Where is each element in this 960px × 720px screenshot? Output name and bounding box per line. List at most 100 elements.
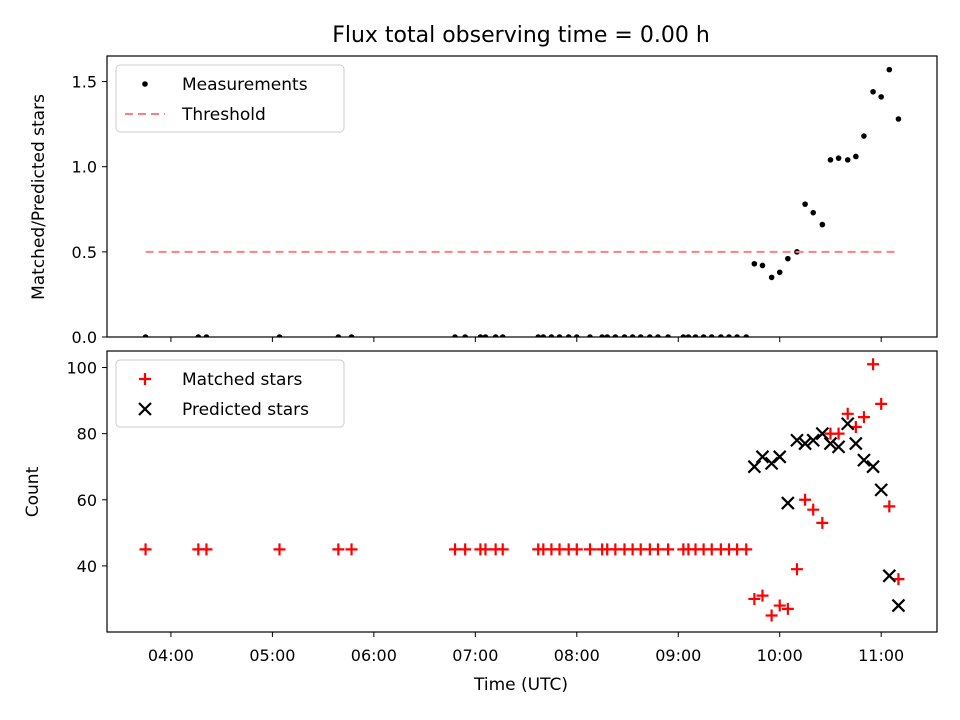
- matched-stars-point: [449, 543, 462, 556]
- plot-layer: 0.0 0.5 1.0 1.5 Measurements Threshold 04:00 05…: [66, 55, 938, 665]
- legend-measurements-swatch: [142, 81, 148, 87]
- top-marks: [142, 66, 902, 337]
- measurements-point: [878, 94, 884, 100]
- predicted-stars-point: [882, 569, 897, 583]
- predicted-stars-point: [790, 433, 804, 448]
- measurements-point: [647, 334, 653, 337]
- matched-stars-point: [651, 543, 664, 556]
- predicted-stars-point: [798, 436, 812, 451]
- measurements-point: [751, 260, 758, 267]
- top-plot-frame: [106, 55, 938, 338]
- top-legend: Measurements Threshold: [115, 64, 345, 133]
- measurements-point: [540, 334, 547, 337]
- x-tick-label: 11:00: [858, 646, 904, 665]
- measurements-point: [692, 334, 699, 337]
- legend-label: Measurements: [182, 75, 308, 95]
- matched-stars-point: [781, 602, 794, 615]
- x-tick-label: 09:00: [655, 646, 701, 665]
- measurements-point: [718, 334, 724, 337]
- measurements-point: [819, 221, 826, 228]
- measurements-point: [665, 334, 671, 337]
- matched-stars-point: [273, 543, 286, 556]
- measurements-point: [195, 334, 202, 337]
- measurements-point: [621, 334, 628, 337]
- predicted-stars-point: [891, 598, 906, 613]
- matched-stars-point: [807, 503, 820, 516]
- measurements-point: [587, 334, 593, 337]
- x-tick-label: 07:00: [452, 646, 498, 665]
- bottom-y-axis-label: Count: [23, 466, 43, 517]
- legend-matched-swatch: [139, 373, 151, 385]
- bottom-y-tick-label: 100: [66, 359, 97, 378]
- measurements-point: [680, 334, 687, 337]
- measurements-point: [629, 334, 636, 337]
- measurements-point: [556, 334, 563, 337]
- matched-stars-point: [332, 543, 345, 556]
- legend-label: Matched stars: [182, 370, 302, 390]
- measurements-point: [759, 262, 766, 269]
- x-tick-label: 10:00: [757, 646, 803, 665]
- matched-stars-point: [740, 543, 753, 556]
- measurements-point: [573, 334, 580, 337]
- measurements-point: [655, 334, 661, 337]
- matched-stars-point: [459, 543, 472, 556]
- bottom-plot-frame: [106, 350, 938, 633]
- measurements-point: [861, 133, 867, 139]
- bottom-legend: Matched stars Predicted stars: [115, 359, 345, 428]
- measurements-point: [870, 88, 876, 95]
- measurements-point: [895, 116, 902, 122]
- legend-label: Predicted stars: [182, 400, 309, 420]
- matched-stars-point: [867, 358, 880, 371]
- predicted-stars-point: [806, 433, 820, 448]
- matched-stars-point: [841, 407, 854, 420]
- measurements-point: [604, 334, 611, 337]
- top-y-tick-label: 0.0: [72, 328, 97, 347]
- measurements-point: [565, 334, 572, 337]
- top-y-tick-label: 1.0: [72, 158, 97, 177]
- matched-stars-point: [883, 500, 896, 513]
- top-y-tick-label: 1.5: [72, 73, 97, 92]
- predicted-stars-point: [815, 426, 830, 441]
- x-tick-label: 04:00: [148, 646, 194, 665]
- matched-stars-point: [773, 599, 786, 612]
- predicted-stars-point: [840, 416, 855, 431]
- top-y-tick-label: 0.5: [72, 243, 97, 262]
- measurements-point: [785, 255, 791, 262]
- top-legend-box: [115, 64, 345, 133]
- measurements-point: [612, 334, 619, 337]
- predicted-stars-point: [874, 483, 888, 497]
- matched-stars-point: [570, 543, 583, 556]
- measurements-point: [726, 334, 732, 337]
- bottom-y-tick-label: 60: [77, 491, 97, 510]
- matched-stars-point: [875, 397, 888, 410]
- x-axis-label: Time (UTC): [473, 675, 568, 695]
- matched-stars-point: [892, 573, 905, 586]
- matched-stars-point: [832, 427, 845, 440]
- legend-label: Threshold: [181, 105, 266, 125]
- measurements-point: [886, 66, 893, 73]
- measurements-point: [548, 334, 555, 337]
- x-tick-label: 05:00: [249, 646, 295, 665]
- matched-stars-point: [756, 589, 769, 602]
- legend-predicted-swatch: [138, 402, 152, 416]
- matched-stars-point: [479, 543, 492, 556]
- measurements-point: [827, 157, 834, 163]
- measurements-point: [637, 334, 644, 337]
- predicted-stars-point: [866, 459, 880, 474]
- measurements-point: [802, 201, 808, 207]
- matched-stars-point: [662, 543, 675, 556]
- measurements-point: [348, 334, 355, 337]
- matched-stars-point: [200, 543, 213, 556]
- matched-stars-point: [857, 411, 870, 424]
- bottom-marks: [139, 358, 906, 622]
- measurements-point: [853, 153, 859, 160]
- measurements-point: [743, 334, 750, 337]
- predicted-stars-point: [823, 436, 838, 451]
- measurements-point: [452, 334, 458, 337]
- matched-stars-point: [790, 563, 803, 576]
- measurements-point: [335, 334, 342, 337]
- matched-stars-point: [496, 543, 509, 556]
- measurements-point: [599, 334, 605, 337]
- matched-stars-point: [139, 543, 152, 556]
